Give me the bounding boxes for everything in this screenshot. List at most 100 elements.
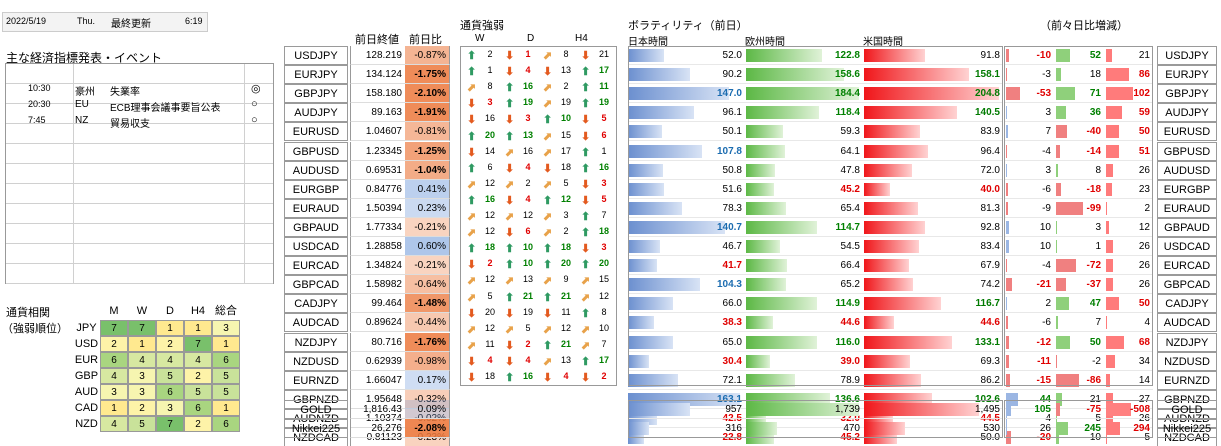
row-divider	[1004, 388, 1153, 390]
change-percent: 0.23%	[405, 198, 450, 218]
strength-rank: 17	[560, 145, 571, 156]
up-arrow-icon: ⬆	[543, 339, 553, 352]
down-arrow-icon: ⬇	[505, 66, 515, 79]
volatility-value: 72.1	[722, 374, 742, 386]
diff-bar	[1006, 422, 1008, 436]
header-time: 6:19	[185, 16, 203, 26]
strength-rank: 1	[525, 49, 531, 59]
row-divider	[628, 426, 1003, 428]
diagonal-arrow-icon: ⬈	[543, 146, 553, 159]
strength-rank: 12	[522, 210, 533, 220]
diff-bar	[1056, 422, 1069, 436]
pairs-left-column: USDJPY EURJPY GBPJPY AUDJPY EURUSD GBPUSD AUDU…	[284, 46, 348, 446]
volatility-value: 66.4	[840, 260, 860, 272]
pairs-right-column: USDJPY EURJPY GBPJPY AUDJPY EURUSD GBPUSD AUDU…	[1157, 46, 1217, 446]
volatility-value: 163.1	[716, 393, 742, 405]
strength-rank: 21	[560, 338, 571, 349]
volatility-bar	[864, 201, 918, 215]
pair-label: EURJPY	[284, 65, 348, 85]
down-arrow-icon: ⬇	[505, 307, 515, 320]
event-time: 7:45	[28, 115, 46, 125]
volatility-value: 1,495	[974, 404, 1000, 415]
volatility-value: 30.4	[722, 355, 742, 367]
corr-currency: CAD	[74, 402, 99, 414]
volatility-value: 116.7	[975, 298, 1000, 310]
corr-rank-cell: 4	[156, 352, 184, 368]
down-arrow-icon: ⬇	[467, 307, 477, 320]
strength-header-d: D	[527, 33, 535, 44]
volatility-value: 78.9	[840, 374, 860, 386]
price-table: 128.219 -0.87% 134.124 -1.75% 158.180 -2.10% 8…	[350, 46, 450, 446]
pair-label: GOLD	[284, 400, 348, 419]
volatility-value: 92.8	[980, 221, 1000, 233]
diff-bar	[1056, 68, 1061, 82]
diff-bar	[1006, 182, 1008, 196]
diff-frame	[1004, 46, 1153, 386]
strength-rank: 17	[598, 65, 609, 76]
diff-bar	[1056, 125, 1067, 139]
pair-label: GBPNZD	[284, 389, 348, 409]
up-arrow-icon: ⬆	[581, 146, 591, 159]
volatility-frame	[628, 400, 1003, 438]
volatility-bar	[746, 259, 787, 273]
diff-value: -11	[1037, 355, 1051, 367]
corr-rank-cell: 5	[156, 368, 184, 384]
volatility-bar	[864, 220, 926, 234]
strength-rank: 16	[484, 193, 495, 204]
row-divider	[628, 140, 1003, 142]
up-arrow-icon: ⬆	[505, 82, 515, 95]
header-updated-label: 最終更新	[111, 19, 151, 30]
corr-rank-cell: 2	[100, 336, 128, 352]
strength-rank: 20	[598, 258, 609, 269]
close-price: 1.23345	[350, 141, 405, 161]
diff-value: 27	[1138, 393, 1150, 405]
volatility-bar	[864, 259, 909, 273]
pair-label: GBPUSD	[1157, 141, 1217, 161]
pair-label: EURGBP	[1157, 179, 1217, 199]
up-arrow-icon: ⬆	[581, 355, 591, 368]
pair-label: GOLD	[1157, 400, 1217, 419]
up-arrow-icon: ⬆	[543, 243, 553, 256]
diagonal-arrow-icon: ⬈	[543, 178, 553, 191]
strength-rank: 13	[522, 274, 533, 285]
diff-value: 50	[1089, 336, 1101, 348]
down-arrow-icon: ⬇	[581, 130, 591, 143]
volatility-value: 81.3	[980, 202, 1000, 214]
diff-value: 7	[1095, 317, 1101, 329]
diff-value: 34	[1138, 355, 1150, 367]
down-arrow-icon: ⬇	[505, 194, 515, 207]
pair-label: USDCAD	[284, 237, 348, 256]
event-importance-mark: ◎	[251, 83, 261, 95]
change-percent: -0.64%	[405, 275, 450, 295]
volatility-bar	[746, 422, 777, 436]
close-price: 80.716	[350, 332, 405, 352]
row-divider	[1004, 350, 1153, 352]
diff-bar	[1056, 392, 1062, 406]
down-arrow-icon: ⬇	[467, 146, 477, 159]
diff-value: 23	[1138, 183, 1150, 195]
volatility-bar	[628, 335, 673, 349]
corr-currency: USD	[74, 338, 99, 350]
pair-label: CADJPY	[1157, 294, 1217, 314]
corr-rank-cell: 7	[128, 320, 156, 336]
volatility-bar	[628, 240, 661, 253]
diff-bar	[1056, 335, 1070, 349]
up-arrow-icon: ⬆	[505, 130, 515, 143]
strength-rank: 3	[563, 210, 569, 220]
volatility-bar	[864, 144, 928, 158]
diff-value: 245	[1084, 423, 1101, 435]
diff-value: -15	[1036, 374, 1051, 386]
diff-value: -508	[1129, 404, 1150, 415]
volatility-value: 50.8	[722, 164, 742, 176]
diagonal-arrow-icon: ⬈	[543, 98, 553, 111]
volatility-bar	[864, 335, 953, 349]
strength-rank: 1	[601, 145, 607, 156]
diff-value: -12	[1036, 336, 1051, 348]
volatility-bar	[746, 297, 817, 311]
diff-value: -75	[1086, 404, 1101, 415]
row-divider	[1004, 255, 1153, 256]
diff-bar	[1106, 259, 1113, 273]
volatility-value: 96.1	[722, 107, 742, 119]
diff-table: -10 52 21 -3 18 86 -53 71 102 3 36 59 7 -40 50 -4 -14 51 3…	[1004, 46, 1153, 444]
volatility-bar	[628, 144, 703, 158]
